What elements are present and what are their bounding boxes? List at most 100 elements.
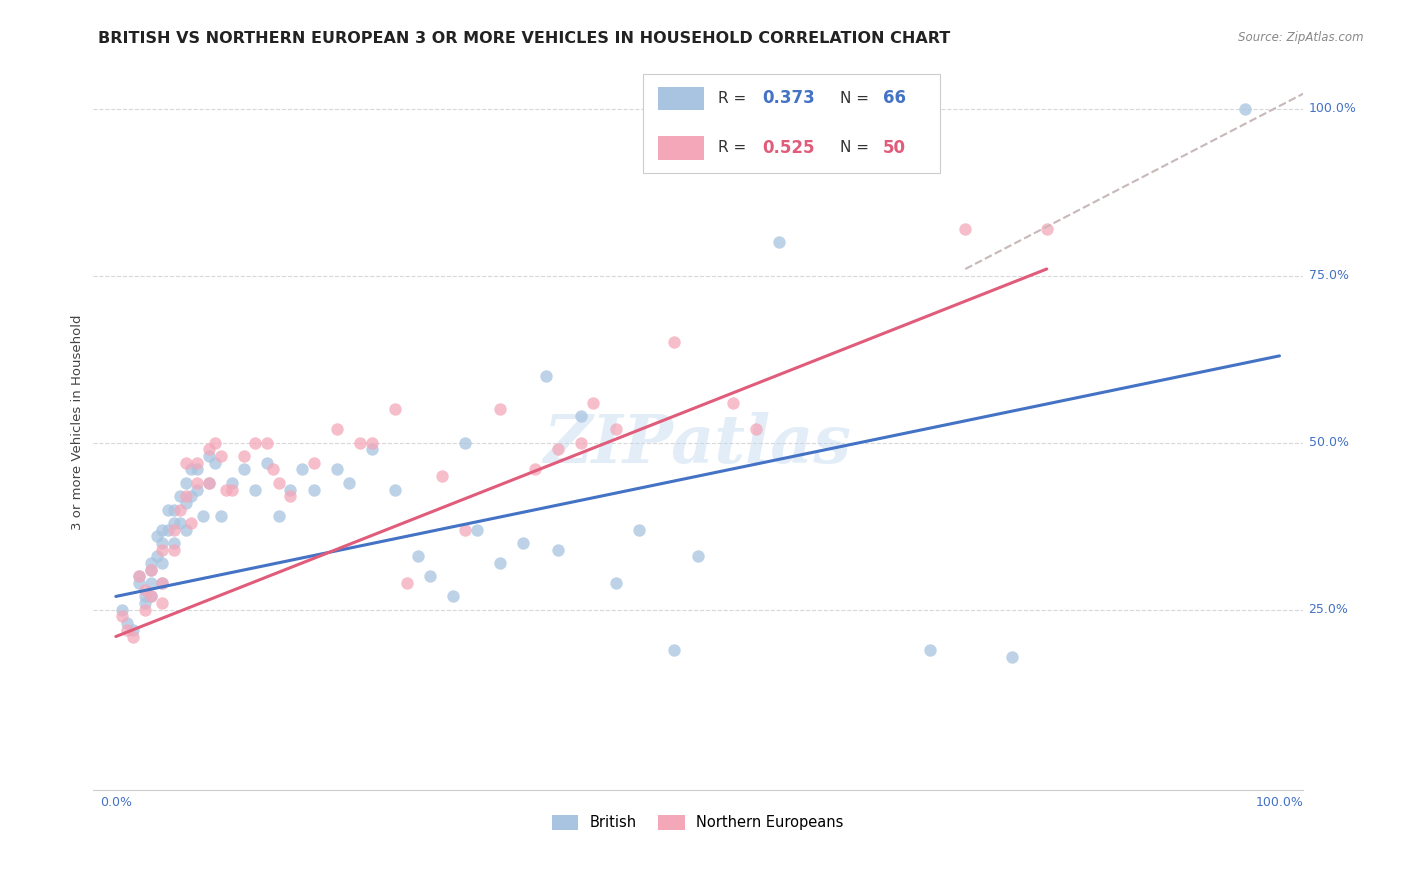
Point xyxy=(150,596,173,610)
Point xyxy=(569,435,592,450)
Point xyxy=(326,462,349,476)
Point xyxy=(134,582,156,597)
Point xyxy=(204,456,226,470)
Point xyxy=(419,569,441,583)
Point xyxy=(186,462,208,476)
Point xyxy=(111,609,134,624)
Point xyxy=(139,590,162,604)
Point xyxy=(215,483,238,497)
Point xyxy=(955,222,977,236)
Point xyxy=(221,475,243,490)
Point xyxy=(186,456,208,470)
Y-axis label: 3 or more Vehicles in Household: 3 or more Vehicles in Household xyxy=(72,315,84,531)
Point xyxy=(267,475,290,490)
Bar xyxy=(658,136,704,160)
Point xyxy=(134,603,156,617)
Point xyxy=(441,590,464,604)
Point xyxy=(465,523,488,537)
Point xyxy=(180,462,202,476)
Point xyxy=(280,489,302,503)
Point xyxy=(337,475,360,490)
Text: ZIPatlas: ZIPatlas xyxy=(544,412,852,477)
Text: BRITISH VS NORTHERN EUROPEAN 3 OR MORE VEHICLES IN HOUSEHOLD CORRELATION CHART: BRITISH VS NORTHERN EUROPEAN 3 OR MORE V… xyxy=(98,31,950,46)
Point xyxy=(150,576,173,591)
Point xyxy=(186,475,208,490)
Point xyxy=(145,549,167,564)
Point xyxy=(122,623,145,637)
Point xyxy=(150,542,173,557)
Point xyxy=(256,435,278,450)
Point xyxy=(360,435,382,450)
Text: 0.373: 0.373 xyxy=(762,89,814,107)
Point xyxy=(547,442,569,457)
Point xyxy=(198,442,221,457)
Text: 66: 66 xyxy=(883,89,905,107)
Point xyxy=(395,576,418,591)
Point xyxy=(139,590,162,604)
Point xyxy=(163,516,186,530)
Text: 100.0%: 100.0% xyxy=(1309,102,1357,115)
Point xyxy=(489,402,512,417)
Point xyxy=(454,435,477,450)
Point xyxy=(512,536,534,550)
Text: Source: ZipAtlas.com: Source: ZipAtlas.com xyxy=(1239,31,1364,45)
Point xyxy=(117,616,139,631)
Point xyxy=(1001,649,1024,664)
Point xyxy=(582,395,605,409)
Point xyxy=(128,569,150,583)
Point xyxy=(291,462,314,476)
Point xyxy=(326,422,349,436)
Point xyxy=(128,569,150,583)
Point xyxy=(262,462,284,476)
Point xyxy=(174,456,197,470)
Text: R =: R = xyxy=(718,91,751,106)
Point xyxy=(267,509,290,524)
Point xyxy=(605,576,627,591)
Point xyxy=(128,576,150,591)
Point xyxy=(150,576,173,591)
Point xyxy=(1233,102,1256,116)
Legend: British, Northern Europeans: British, Northern Europeans xyxy=(546,809,849,836)
Point xyxy=(174,496,197,510)
Point xyxy=(174,475,197,490)
Point xyxy=(245,435,267,450)
Point xyxy=(150,556,173,570)
Point xyxy=(302,483,325,497)
Point xyxy=(209,449,232,463)
Text: 0.525: 0.525 xyxy=(762,139,814,157)
Point xyxy=(384,483,406,497)
Point xyxy=(408,549,430,564)
Point xyxy=(198,449,221,463)
Text: 50: 50 xyxy=(883,139,905,157)
Text: N =: N = xyxy=(841,140,875,155)
Point xyxy=(198,475,221,490)
Point xyxy=(157,502,180,516)
Point xyxy=(605,422,627,436)
Point xyxy=(489,556,512,570)
Point xyxy=(686,549,709,564)
Point xyxy=(280,483,302,497)
Point xyxy=(768,235,790,250)
Point xyxy=(232,449,254,463)
Point xyxy=(232,462,254,476)
Point xyxy=(163,523,186,537)
Point xyxy=(150,523,173,537)
Text: N =: N = xyxy=(841,91,875,106)
Point xyxy=(191,509,214,524)
Point xyxy=(174,523,197,537)
Point xyxy=(180,489,202,503)
Point xyxy=(180,516,202,530)
Point xyxy=(186,483,208,497)
Point xyxy=(139,576,162,591)
Point xyxy=(157,523,180,537)
Point xyxy=(134,590,156,604)
Text: 50.0%: 50.0% xyxy=(1309,436,1348,450)
Point xyxy=(547,542,569,557)
Point xyxy=(430,469,453,483)
Point xyxy=(1035,222,1057,236)
Point xyxy=(384,402,406,417)
Point xyxy=(221,483,243,497)
Point xyxy=(169,502,191,516)
Point xyxy=(204,435,226,450)
Point xyxy=(111,603,134,617)
